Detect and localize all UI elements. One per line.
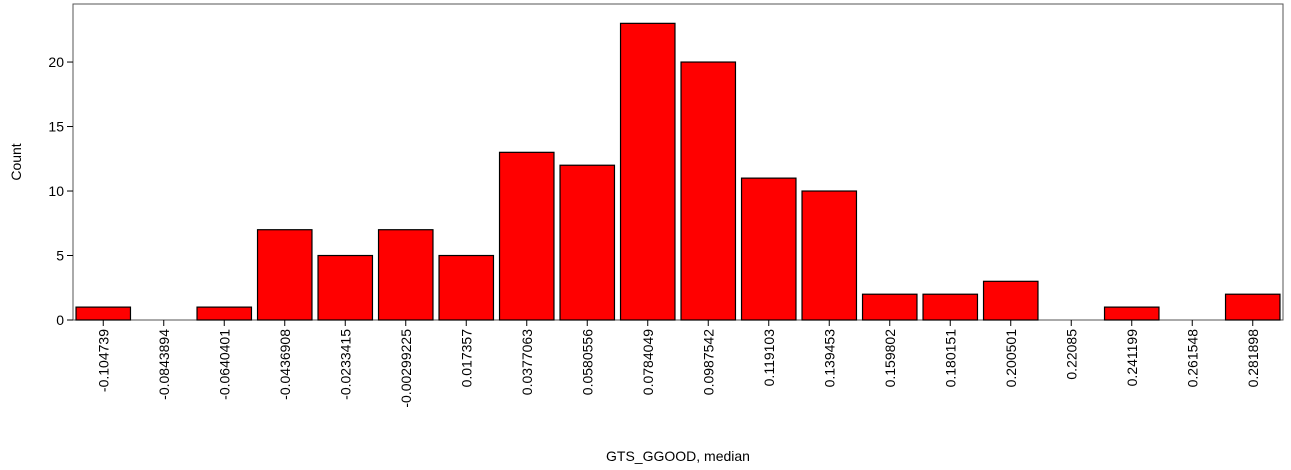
- bar: [318, 256, 372, 320]
- x-tick-label: 0.281898: [1245, 329, 1261, 388]
- bar: [379, 230, 433, 320]
- x-tick-label: 0.139453: [821, 329, 837, 388]
- y-tick-label: 20: [48, 54, 64, 70]
- bar: [621, 23, 675, 320]
- bar: [1226, 294, 1280, 320]
- y-tick-label: 15: [48, 119, 64, 135]
- bar: [258, 230, 312, 320]
- bar: [76, 307, 130, 320]
- x-tick-label: 0.119103: [761, 329, 777, 387]
- y-tick-label: 5: [56, 248, 64, 264]
- x-tick-label: 0.180151: [942, 329, 958, 388]
- x-tick-label: 0.200501: [1003, 329, 1019, 388]
- bar: [742, 178, 796, 320]
- x-tick-label: 0.0987542: [700, 329, 716, 395]
- x-tick-label: -0.0233415: [337, 329, 353, 400]
- plot-area: 0 5 10 15 20 -0.104739 -0.0843894 -0.0640401 -0.…: [48, 4, 1283, 408]
- bar: [802, 191, 856, 320]
- x-tick-label: -0.0843894: [156, 329, 172, 400]
- x-tick-label: 0.0784049: [640, 329, 656, 395]
- x-tick-label: -0.00299225: [398, 329, 414, 408]
- bar: [1105, 307, 1159, 320]
- x-tick-label: 0.0580556: [579, 329, 595, 395]
- bar: [560, 165, 614, 320]
- y-tick-label: 10: [48, 183, 64, 199]
- x-axis-label: GTS_GGOOD, median: [606, 448, 750, 464]
- plot-frame: [73, 4, 1283, 320]
- x-tick-label: 0.22085: [1063, 329, 1079, 380]
- x-tick-label: 0.241199: [1124, 329, 1140, 387]
- x-tick-label: 0.017357: [458, 329, 474, 388]
- x-tick-label: -0.104739: [95, 329, 111, 392]
- x-tick-label: 0.0377063: [519, 329, 535, 395]
- bar: [984, 281, 1038, 320]
- x-tick-label: 0.261548: [1184, 329, 1200, 388]
- y-axis-label: Count: [8, 143, 24, 180]
- bar: [197, 307, 251, 320]
- x-tick-label: 0.159802: [882, 329, 898, 388]
- bar: [681, 62, 735, 320]
- x-tick-label: -0.0640401: [216, 329, 232, 400]
- bar: [863, 294, 917, 320]
- bar: [500, 152, 554, 320]
- bar: [439, 256, 493, 320]
- bar: [923, 294, 977, 320]
- y-tick-label: 0: [56, 312, 64, 328]
- x-tick-label: -0.0436908: [277, 329, 293, 400]
